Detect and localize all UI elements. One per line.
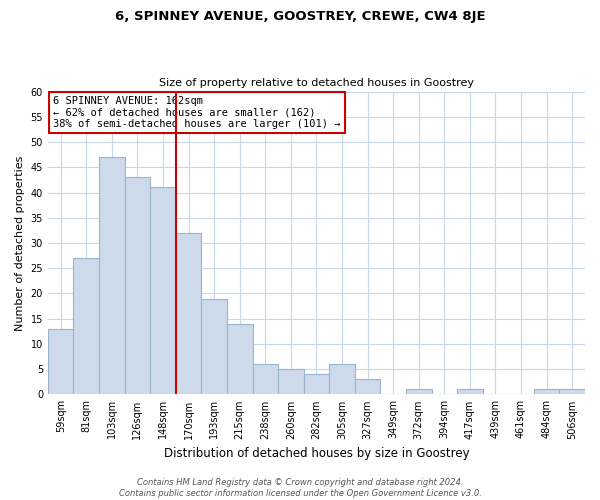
Bar <box>99 157 125 394</box>
Bar <box>278 369 304 394</box>
Bar <box>125 178 150 394</box>
Y-axis label: Number of detached properties: Number of detached properties <box>15 156 25 330</box>
Text: Contains HM Land Registry data © Crown copyright and database right 2024.
Contai: Contains HM Land Registry data © Crown c… <box>119 478 481 498</box>
Bar <box>227 324 253 394</box>
Bar <box>202 298 227 394</box>
Bar <box>253 364 278 394</box>
Title: Size of property relative to detached houses in Goostrey: Size of property relative to detached ho… <box>159 78 474 88</box>
Bar <box>176 233 202 394</box>
Bar <box>150 188 176 394</box>
Bar <box>534 390 559 394</box>
Text: 6 SPINNEY AVENUE: 162sqm
← 62% of detached houses are smaller (162)
38% of semi-: 6 SPINNEY AVENUE: 162sqm ← 62% of detach… <box>53 96 341 130</box>
X-axis label: Distribution of detached houses by size in Goostrey: Distribution of detached houses by size … <box>164 447 469 460</box>
Text: 6, SPINNEY AVENUE, GOOSTREY, CREWE, CW4 8JE: 6, SPINNEY AVENUE, GOOSTREY, CREWE, CW4 … <box>115 10 485 23</box>
Bar <box>406 390 431 394</box>
Bar <box>559 390 585 394</box>
Bar <box>48 329 73 394</box>
Bar <box>304 374 329 394</box>
Bar <box>329 364 355 394</box>
Bar <box>457 390 482 394</box>
Bar <box>73 258 99 394</box>
Bar <box>355 380 380 394</box>
